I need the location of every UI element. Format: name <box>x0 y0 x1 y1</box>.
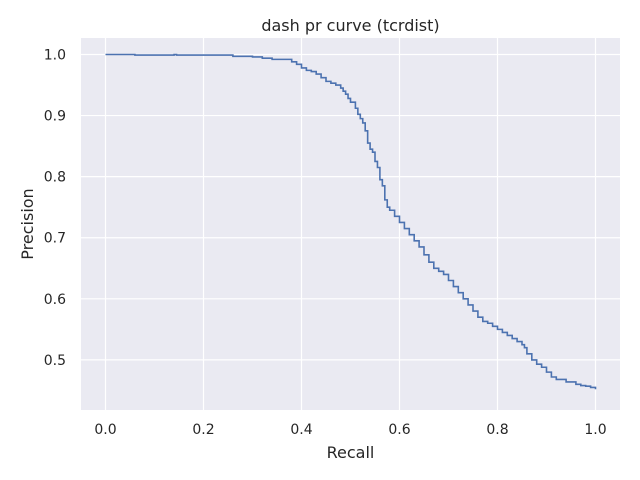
x-axis-ticks: 0.0 0.2 0.4 0.6 0.8 1.0 <box>94 422 606 438</box>
y-tick-label: 0.7 <box>44 231 66 247</box>
y-tick-label: 0.9 <box>44 109 66 125</box>
x-tick-label: 0.2 <box>192 422 214 438</box>
y-tick-label: 1.0 <box>44 47 66 63</box>
x-tick-label: 1.0 <box>584 422 606 438</box>
x-tick-label: 0.6 <box>388 422 410 438</box>
y-axis-ticks: 0.5 0.6 0.7 0.8 0.9 1.0 <box>44 47 66 368</box>
x-tick-label: 0.4 <box>290 422 312 438</box>
series-line-precision-recall <box>105 53 597 390</box>
y-tick-label: 0.8 <box>44 170 66 186</box>
x-tick-label: 0.8 <box>486 422 508 438</box>
plot-area <box>81 38 620 410</box>
x-axis-label: Recall <box>327 443 375 462</box>
x-tick-label: 0.0 <box>94 422 116 438</box>
y-tick-label: 0.5 <box>44 353 66 369</box>
y-tick-label: 0.6 <box>44 292 66 308</box>
y-axis-label: Precision <box>18 188 37 259</box>
chart-title: dash pr curve (tcrdist) <box>261 16 439 35</box>
